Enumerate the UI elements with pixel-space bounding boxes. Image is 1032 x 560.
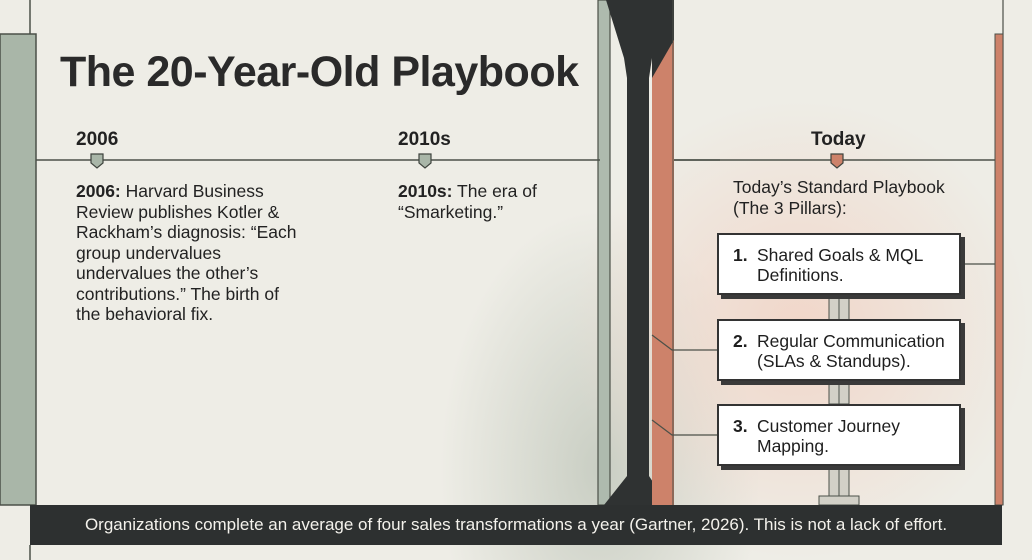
- hourglass-pillar: [604, 0, 670, 505]
- event-2006-description: 2006: Harvard Business Review publishes …: [76, 181, 302, 325]
- pillar-text: Customer Journey Mapping.: [757, 416, 900, 456]
- pillar-number: 1.: [733, 245, 748, 265]
- left-sage-bar: [0, 33, 37, 506]
- event-2010s-text: The era of “Smarketing.”: [398, 181, 537, 222]
- marker-2010s: [418, 153, 432, 169]
- footer-banner: Organizations complete an average of fou…: [30, 505, 1002, 545]
- year-label-today: Today: [811, 129, 866, 150]
- pillar-text: Shared Goals & MQL Definitions.: [757, 245, 923, 285]
- marker-today: [830, 153, 844, 169]
- pillar-card-2: 2. Regular Communication (SLAs & Standup…: [717, 319, 961, 381]
- pillar-card-1: 1. Shared Goals & MQL Definitions.: [717, 233, 961, 295]
- today-heading: Today’s Standard Playbook (The 3 Pillars…: [733, 177, 945, 218]
- year-label-2006: 2006: [76, 129, 119, 150]
- right-terracotta-bar: [994, 33, 1004, 506]
- pillar-text: Regular Communication (SLAs & Standups).: [757, 331, 945, 371]
- event-2006-text: Harvard Business Review publishes Kotler…: [76, 181, 297, 324]
- marker-2006: [90, 153, 104, 169]
- event-2006-lead: 2006:: [76, 181, 121, 201]
- center-sage-column: [597, 0, 611, 506]
- pillar-base: [818, 495, 860, 506]
- pillar-number: 3.: [733, 416, 748, 436]
- page-title: The 20-Year-Old Playbook: [60, 48, 579, 96]
- event-2010s-description: 2010s: The era of “Smarketing.”: [398, 181, 558, 222]
- event-2010s-lead: 2010s:: [398, 181, 453, 201]
- pillar-number: 2.: [733, 331, 748, 351]
- pillar-card-3: 3. Customer Journey Mapping.: [717, 404, 961, 466]
- year-label-2010s: 2010s: [398, 129, 451, 150]
- terracotta-column: [652, 0, 674, 505]
